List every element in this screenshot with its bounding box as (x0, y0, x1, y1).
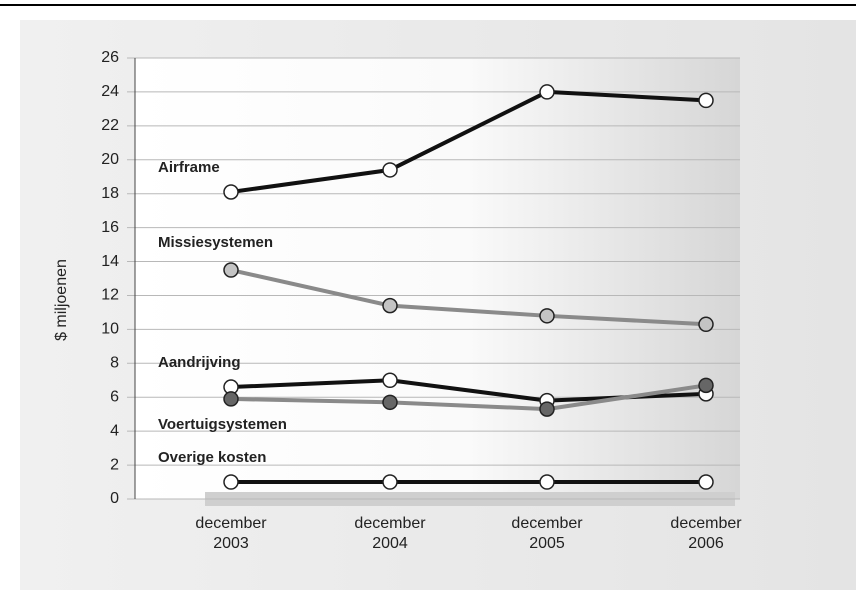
point (382, 162, 398, 178)
point (223, 391, 239, 407)
series-line (230, 268, 707, 327)
x-tick-label: december 2005 (511, 515, 583, 552)
series-label: Voertuigsystemen (158, 416, 287, 433)
x-tick-label: december 2004 (354, 515, 426, 552)
point (698, 316, 714, 333)
series-label: Airframe (158, 159, 220, 176)
point (539, 474, 555, 490)
x-tick-label: december 2006 (670, 515, 742, 552)
y-tick-label: 6 (110, 388, 119, 405)
series-line (230, 89, 707, 194)
point (382, 474, 398, 490)
point (223, 262, 239, 278)
y-tick-label: 14 (101, 253, 119, 270)
point (698, 474, 714, 490)
point (223, 474, 239, 490)
point (698, 377, 714, 394)
y-tick-label: 2 (110, 456, 119, 473)
series-label: Aandrijving (158, 354, 241, 371)
y-tick-label: 20 (101, 151, 119, 168)
series-label: Missiesystemen (158, 234, 273, 251)
point (382, 297, 398, 314)
point (382, 394, 398, 411)
x-tick-label: december 2003 (195, 515, 267, 552)
point (382, 372, 398, 389)
point (539, 308, 555, 324)
y-axis-label: $ miljoenen (53, 259, 70, 341)
point (698, 92, 714, 109)
y-tick-label: 4 (110, 422, 119, 439)
y-tick-label: 0 (110, 490, 119, 507)
series-label: Overige kosten (158, 449, 266, 466)
y-tick-label: 26 (101, 49, 119, 66)
y-tick-label: 8 (110, 355, 119, 372)
series-line (230, 383, 707, 412)
y-tick-label: 24 (101, 83, 119, 100)
y-tick-label: 22 (101, 117, 119, 134)
point (539, 401, 555, 417)
point (223, 184, 239, 200)
plot-area (135, 58, 740, 499)
y-tick-label: 10 (101, 321, 119, 338)
point (539, 84, 555, 100)
y-tick-label: 18 (101, 185, 119, 202)
y-tick-label: 12 (101, 287, 119, 304)
y-tick-label: 16 (101, 219, 119, 236)
